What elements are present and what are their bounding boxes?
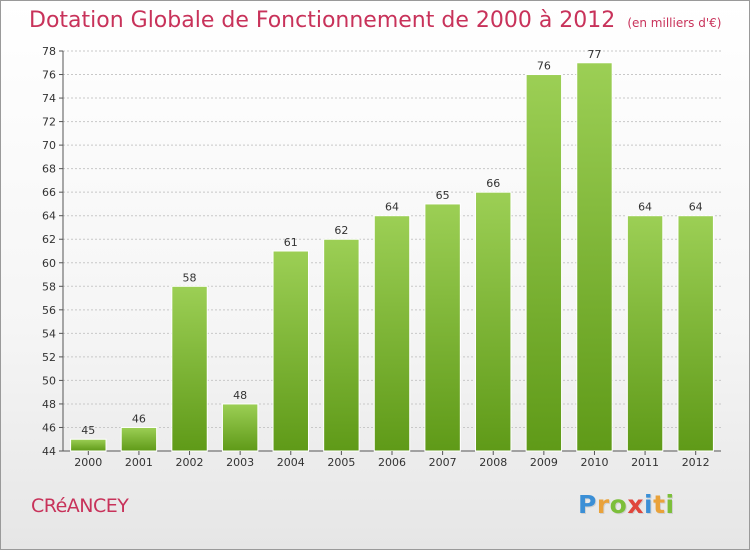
logo-letter: o bbox=[609, 490, 628, 519]
bar-value-label: 64 bbox=[385, 201, 399, 214]
bar bbox=[171, 285, 208, 452]
chart-title: Dotation Globale de Fonctionnement de 20… bbox=[29, 8, 721, 33]
bar bbox=[576, 62, 613, 452]
x-tick-label: 2000 bbox=[74, 456, 102, 469]
bar-value-label: 64 bbox=[638, 201, 652, 214]
bar bbox=[677, 215, 714, 452]
bar bbox=[221, 403, 259, 452]
x-tick-label: 2005 bbox=[327, 456, 355, 469]
y-tick-label: 78 bbox=[42, 45, 56, 58]
bar-value-label: 48 bbox=[233, 389, 247, 402]
y-tick-label: 74 bbox=[42, 92, 56, 105]
y-tick-label: 46 bbox=[42, 421, 56, 434]
y-tick-label: 62 bbox=[42, 233, 56, 246]
logo-letter: x bbox=[627, 490, 644, 519]
y-tick-label: 48 bbox=[42, 398, 56, 411]
x-tick-label: 2003 bbox=[226, 456, 254, 469]
bar-value-label: 64 bbox=[689, 201, 703, 214]
x-tick-label: 2011 bbox=[631, 456, 659, 469]
bar bbox=[525, 74, 563, 452]
chart-title-text: Dotation Globale de Fonctionnement de 20… bbox=[29, 8, 616, 33]
bar-value-label: 65 bbox=[436, 189, 450, 202]
y-tick-label: 72 bbox=[42, 116, 56, 129]
y-tick-label: 54 bbox=[42, 327, 56, 340]
y-tick-label: 58 bbox=[42, 280, 56, 293]
x-tick-label: 2004 bbox=[277, 456, 305, 469]
bar bbox=[323, 238, 360, 452]
bar bbox=[120, 426, 158, 452]
x-tick-label: 2002 bbox=[176, 456, 204, 469]
y-tick-label: 64 bbox=[42, 210, 56, 223]
y-tick-label: 66 bbox=[42, 186, 56, 199]
bar bbox=[373, 215, 411, 452]
y-tick-label: 52 bbox=[42, 351, 56, 364]
bar-value-label: 58 bbox=[183, 271, 197, 284]
bar bbox=[626, 215, 664, 452]
x-tick-label: 2007 bbox=[429, 456, 457, 469]
bar-value-label: 45 bbox=[81, 424, 95, 437]
bar bbox=[424, 203, 461, 452]
y-tick-label: 44 bbox=[42, 445, 56, 458]
bar bbox=[70, 438, 107, 452]
x-tick-label: 2001 bbox=[125, 456, 153, 469]
chart-unit: (en milliers d'€) bbox=[627, 16, 722, 30]
logo-letter: t bbox=[653, 490, 666, 519]
y-tick-label: 70 bbox=[42, 139, 56, 152]
y-tick-label: 76 bbox=[42, 69, 56, 82]
y-tick-label: 68 bbox=[42, 163, 56, 176]
bar-value-label: 76 bbox=[537, 60, 551, 73]
x-tick-label: 2009 bbox=[530, 456, 558, 469]
bar bbox=[475, 191, 512, 452]
logo-letter: i bbox=[644, 490, 654, 519]
x-tick-label: 2008 bbox=[479, 456, 507, 469]
bar bbox=[272, 250, 309, 452]
proxiti-logo: Proxiti bbox=[578, 490, 675, 519]
commune-name: CRéANCEY bbox=[31, 495, 129, 517]
y-tick-label: 60 bbox=[42, 257, 56, 270]
logo-letter: P bbox=[578, 490, 597, 519]
logo-letter: i bbox=[665, 490, 675, 519]
y-tick-label: 50 bbox=[42, 374, 56, 387]
logo-letter: r bbox=[596, 490, 610, 519]
x-tick-label: 2012 bbox=[682, 456, 710, 469]
bar-value-label: 77 bbox=[587, 48, 601, 61]
y-tick-label: 56 bbox=[42, 304, 56, 317]
x-tick-label: 2006 bbox=[378, 456, 406, 469]
x-tick-label: 2010 bbox=[580, 456, 608, 469]
bar-value-label: 61 bbox=[284, 236, 298, 249]
bar-value-label: 62 bbox=[334, 224, 348, 237]
bar-value-label: 66 bbox=[486, 177, 500, 190]
bar-value-label: 46 bbox=[132, 412, 146, 425]
